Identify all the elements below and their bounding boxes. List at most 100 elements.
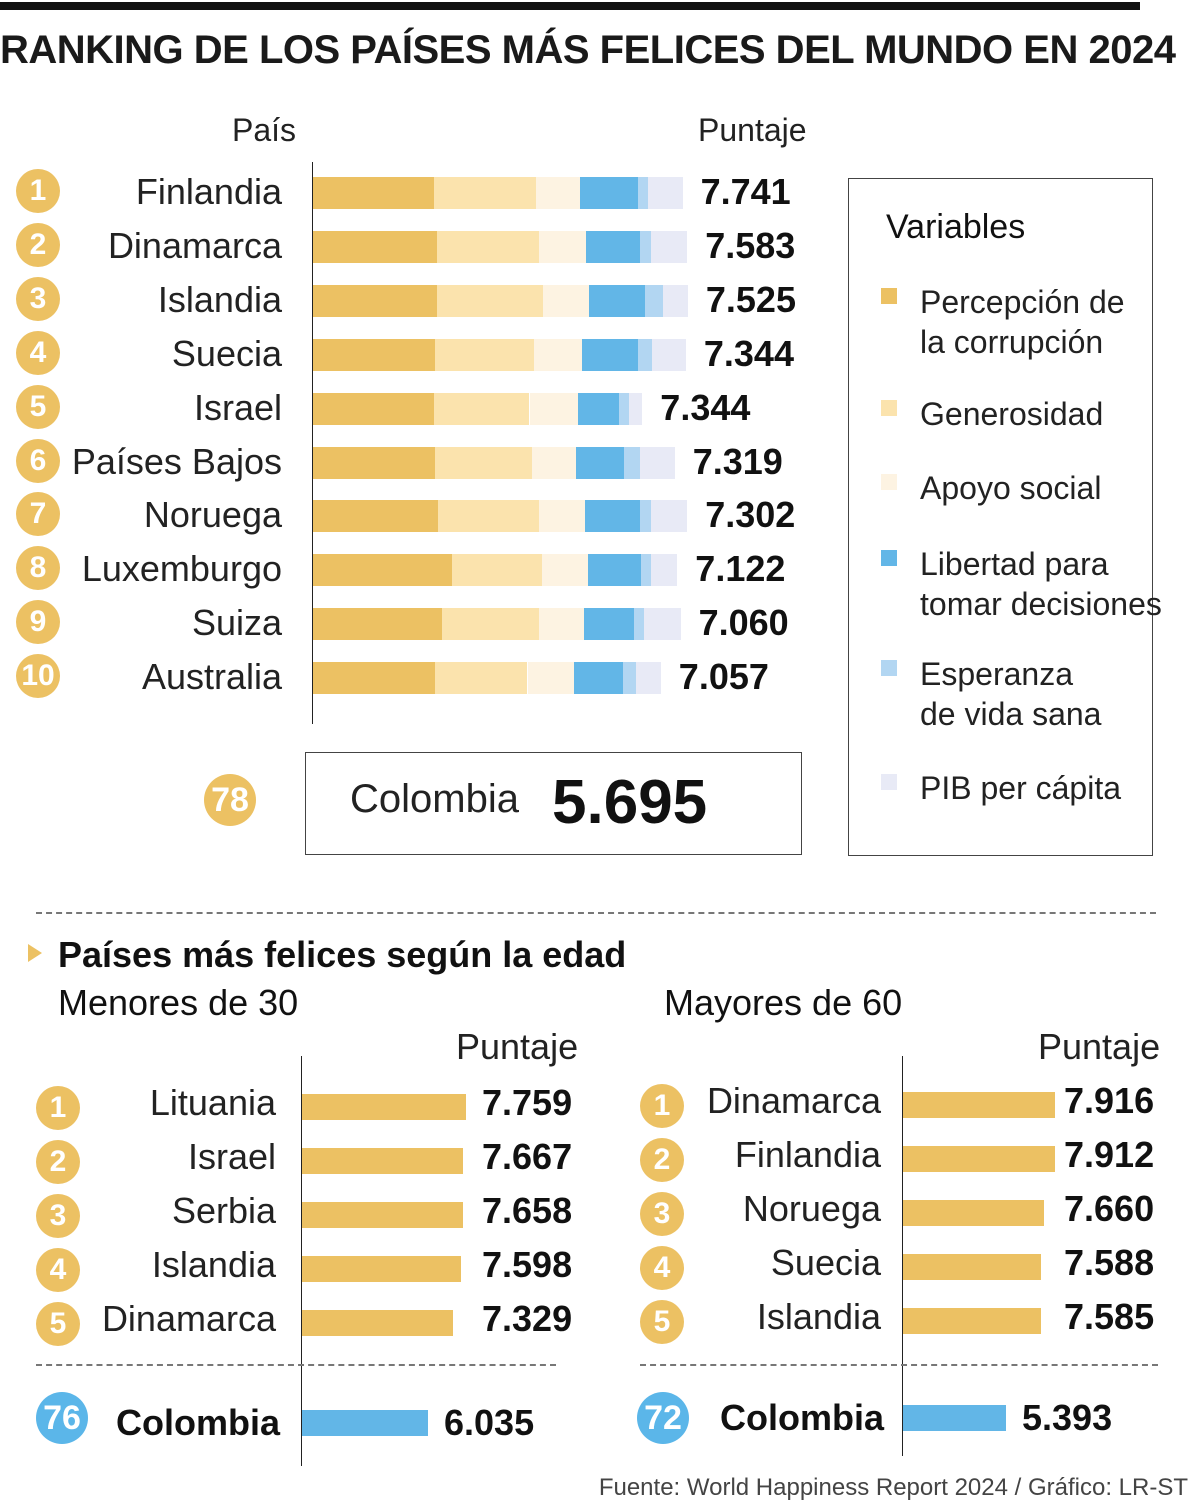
over60-country-label: Islandia <box>756 1296 881 1337</box>
bar-segment-freedom <box>573 662 624 695</box>
bar-segment-gdp <box>650 230 688 263</box>
colombia-name: Colombia <box>350 777 519 821</box>
colombia-under30-rank-badge: 76 <box>36 1392 88 1444</box>
bar-segment-corruption <box>313 446 436 479</box>
bar-segment-health <box>638 177 649 209</box>
over60-bar <box>903 1254 1041 1280</box>
over60-rank-badge: 2 <box>640 1138 684 1182</box>
over60-rank-badge: 3 <box>640 1192 684 1236</box>
legend-label-generosity: Generosidad <box>920 394 1103 434</box>
over60-country-label: Dinamarca <box>706 1080 881 1121</box>
rank-badge: 9 <box>16 600 60 645</box>
bar-segment-generosity <box>435 662 528 695</box>
over60-axis-line <box>902 1056 903 1456</box>
rank-badge: 8 <box>16 546 60 591</box>
bar-segment-health <box>634 608 645 641</box>
under30-score-label: 7.759 <box>482 1082 573 1123</box>
under30-country-label: Serbia <box>171 1190 276 1231</box>
rank-badge: 3 <box>16 276 60 321</box>
under30-bar <box>302 1256 461 1282</box>
rank-badge: 7 <box>16 492 60 537</box>
legend-swatch-health <box>881 660 897 676</box>
country-label: Luxemburgo <box>81 548 282 590</box>
bar-segment-social <box>534 338 583 371</box>
section-divider <box>36 912 1156 914</box>
bar-segment-gdp <box>644 608 681 641</box>
under30-country-label: Israel <box>187 1136 276 1177</box>
under30-score-label: 7.598 <box>482 1244 573 1285</box>
bar-segment-health <box>645 284 663 317</box>
score-label: 7.344 <box>660 386 751 428</box>
score-label: 7.344 <box>703 332 794 374</box>
bar-segment-health <box>623 446 641 479</box>
bar-segment-health <box>623 662 637 695</box>
bar-segment-generosity <box>433 392 530 425</box>
under30-bar <box>302 1202 463 1228</box>
bar-segment-freedom <box>585 230 640 263</box>
under30-score-label: 7.667 <box>482 1136 573 1177</box>
bar-segment-social <box>529 392 578 425</box>
bar-segment-gdp <box>648 177 683 209</box>
country-header: País <box>232 112 297 148</box>
bar-segment-freedom <box>582 338 639 371</box>
country-label: Australia <box>141 656 282 698</box>
bar-segment-corruption <box>313 177 434 209</box>
bar-segment-health <box>639 500 651 533</box>
country-label: Suecia <box>171 332 282 374</box>
over60-score-label: 7.912 <box>1064 1134 1155 1175</box>
legend-label-social: Apoyo social <box>920 468 1101 508</box>
legend-swatch-social <box>881 474 897 490</box>
score-header: Puntaje <box>698 112 807 148</box>
bar-segment-generosity <box>451 554 542 587</box>
under30-label: Menores de 30 <box>58 982 299 1023</box>
under30-rank-badge: 2 <box>36 1140 80 1184</box>
bar-segment-gdp <box>651 338 686 371</box>
score-label: 7.583 <box>705 224 796 266</box>
bar-segment-gdp <box>650 554 678 587</box>
bar-segment-freedom <box>588 284 645 317</box>
bar-segment-corruption <box>313 338 436 371</box>
over60-country-label: Noruega <box>742 1188 881 1229</box>
country-label: Suiza <box>191 602 282 644</box>
over60-rank-badge: 4 <box>640 1246 684 1290</box>
score-label: 7.060 <box>698 602 789 644</box>
country-label: Finlandia <box>135 171 282 212</box>
over60-score-label: 7.916 <box>1064 1080 1155 1121</box>
bar-segment-gdp <box>640 446 675 479</box>
bar-segment-freedom <box>577 392 620 425</box>
legend-label-line1: PIB per cápita <box>920 770 1121 806</box>
score-label: 7.319 <box>692 440 783 482</box>
colombia-under30-bar <box>302 1410 428 1436</box>
over60-bar <box>903 1146 1055 1172</box>
country-label: Dinamarca <box>107 224 282 266</box>
over60-country-label: Suecia <box>770 1242 881 1283</box>
rank-badge: 4 <box>16 330 60 375</box>
bar-segment-social <box>536 177 581 209</box>
under30-score-label: 7.329 <box>482 1298 573 1339</box>
rank-badge: 6 <box>16 438 60 483</box>
under30-bar <box>302 1094 466 1120</box>
under30-country-label: Dinamarca <box>101 1298 276 1339</box>
bar-segment-generosity <box>437 284 543 317</box>
bar-segment-generosity <box>437 230 540 263</box>
under30-divider <box>36 1364 556 1366</box>
over60-divider <box>640 1364 1158 1366</box>
over60-score-label: 7.588 <box>1064 1242 1155 1283</box>
under30-rank-badge: 3 <box>36 1194 80 1238</box>
over60-bar <box>903 1308 1041 1334</box>
legend-label-line1: Libertad para <box>920 546 1109 582</box>
legend-label-line1: Percepción de <box>920 284 1125 320</box>
bar-segment-corruption <box>313 230 438 263</box>
bar-segment-corruption <box>313 284 438 317</box>
legend-box <box>848 178 1153 856</box>
score-label: 7.122 <box>695 548 786 590</box>
country-label: Islandia <box>157 278 282 320</box>
country-label: Israel <box>193 386 282 428</box>
under30-bar <box>302 1310 453 1336</box>
bar-segment-corruption <box>313 392 434 425</box>
colombia-score: 5.695 <box>552 768 708 837</box>
bar-segment-corruption <box>313 662 436 695</box>
bar-segment-social <box>538 500 585 533</box>
bar-segment-social <box>539 230 586 263</box>
under30-score-label: 7.658 <box>482 1190 573 1231</box>
